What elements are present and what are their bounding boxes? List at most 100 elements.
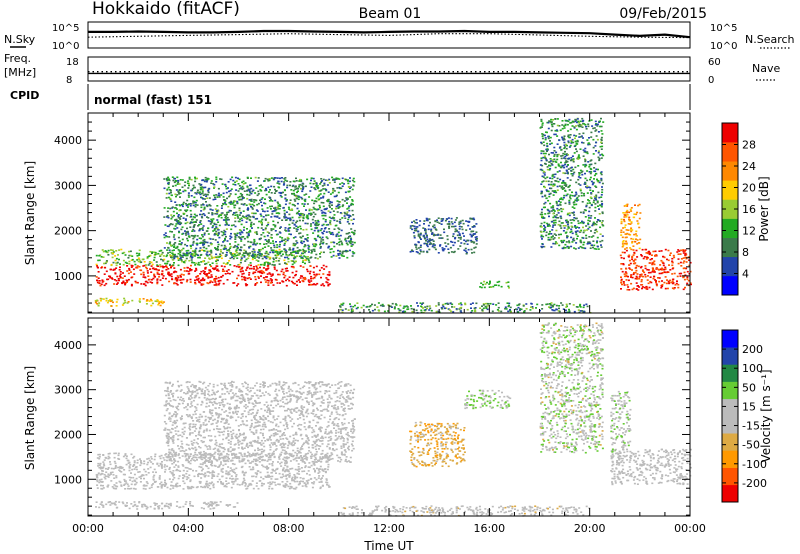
power-cell [216, 211, 219, 214]
power-cell [292, 204, 295, 206]
power-cell [563, 194, 566, 197]
power-cell [472, 234, 475, 236]
power-cell [213, 187, 215, 189]
power-cell [150, 271, 153, 273]
power-cell [200, 241, 203, 244]
power-cell [369, 311, 371, 313]
power-cell [625, 272, 628, 275]
power-cell [102, 298, 105, 300]
power-cell [299, 265, 302, 267]
power-cell [322, 195, 325, 198]
power-cell [165, 235, 168, 237]
power-cell [267, 240, 270, 243]
power-cell [577, 176, 580, 178]
power-cell [319, 242, 322, 244]
power-cell [227, 181, 230, 183]
power-cell [576, 196, 579, 199]
power-cell [175, 218, 178, 221]
power-cell [240, 195, 243, 197]
power-cell [550, 206, 553, 208]
power-cell [110, 249, 112, 251]
power-cell [327, 198, 330, 201]
power-cell [684, 249, 687, 251]
velocity-cell [324, 453, 327, 456]
power-cell [658, 250, 661, 252]
power-cell [301, 198, 304, 200]
power-cell [234, 238, 237, 240]
power-cell [557, 180, 560, 183]
power-cell [193, 186, 196, 189]
power-cell [598, 196, 601, 199]
power-cell [286, 199, 288, 201]
power-cell [167, 182, 170, 185]
power-cell [216, 269, 218, 272]
power-cell [658, 269, 660, 271]
power-cell [258, 249, 261, 252]
power-cell [275, 249, 278, 252]
power-cell [336, 233, 339, 235]
velocity-cell [163, 466, 166, 468]
power-cell [637, 265, 640, 268]
power-cell [550, 236, 553, 238]
power-cell [596, 123, 599, 126]
power-cell [489, 282, 491, 284]
power-cell [196, 214, 198, 217]
power-cell [661, 267, 663, 270]
power-cell [297, 196, 300, 198]
power-cell [260, 237, 262, 240]
power-cell [158, 273, 161, 276]
power-cell [305, 257, 308, 260]
power-cell [212, 218, 215, 220]
power-cell [579, 230, 582, 233]
power-cell [309, 212, 312, 215]
power-cell [314, 223, 317, 225]
power-cell [567, 226, 570, 229]
power-cell [283, 181, 286, 183]
power-cell [453, 241, 456, 244]
power-cell [305, 193, 308, 195]
power-cell [454, 228, 457, 230]
power-cell [419, 232, 422, 235]
power-cell [287, 260, 290, 263]
power-cell [217, 231, 220, 234]
power-cell [318, 204, 321, 207]
power-cell [205, 247, 208, 250]
power-cell [553, 233, 556, 235]
power-cell [582, 243, 585, 246]
power-cell [178, 250, 181, 252]
power-cell [574, 140, 577, 143]
power-cell [472, 242, 475, 244]
power-cell [213, 223, 216, 226]
power-cell [296, 246, 299, 249]
power-cell [277, 221, 279, 224]
power-cell [633, 262, 636, 265]
power-cell [328, 204, 331, 207]
power-cell [541, 124, 544, 126]
power-cell [194, 281, 197, 284]
power-cell [306, 214, 309, 217]
power-cell [348, 241, 351, 244]
power-cell [340, 240, 343, 243]
power-cell [571, 120, 574, 123]
power-cell [293, 227, 296, 229]
power-cell [470, 248, 473, 251]
power-cell [276, 244, 279, 246]
power-cell [672, 254, 675, 257]
power-cell [170, 194, 173, 197]
power-cell [299, 236, 302, 238]
power-cell [194, 177, 197, 180]
power-cell [323, 211, 326, 214]
power-cell [473, 225, 476, 228]
power-cell [575, 142, 578, 145]
power-cell [116, 261, 119, 264]
power-cell [113, 268, 116, 271]
power-cell [578, 136, 581, 138]
power-cell [627, 256, 630, 258]
power-cell [583, 229, 586, 232]
power-cell [222, 219, 225, 221]
power-cell [243, 256, 246, 258]
power-cell [320, 276, 322, 279]
power-cell [450, 251, 453, 253]
power-cell [187, 194, 190, 196]
power-cell [585, 164, 588, 167]
